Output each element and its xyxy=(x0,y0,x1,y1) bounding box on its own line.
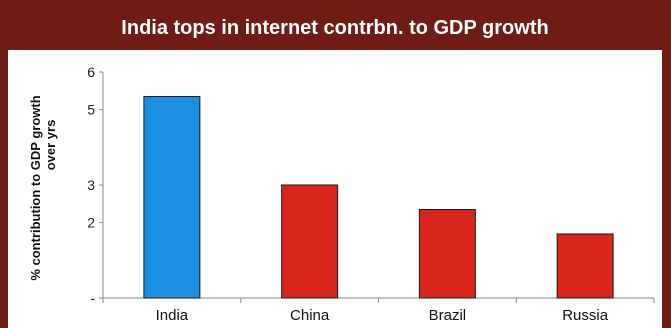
x-tick-label: Russia xyxy=(562,307,609,324)
y-tick-label: 5 xyxy=(87,102,95,118)
chart-title: India tops in internet contrbn. to GDP g… xyxy=(8,8,662,48)
y-tick-label: 2 xyxy=(87,215,95,231)
y-ticks: - 2 3 5 6 xyxy=(87,64,103,306)
y-axis-label-line-1: % contribution to GDP growth xyxy=(28,95,43,280)
y-axis-label: % contribution to GDP growth over yrs xyxy=(28,95,58,280)
bars xyxy=(143,95,614,299)
y-tick-label: - xyxy=(90,290,95,306)
x-tick-label: China xyxy=(290,307,330,324)
bar-china xyxy=(281,184,339,299)
y-tick-label: 6 xyxy=(87,64,95,80)
x-tick-label: Brazil xyxy=(429,307,467,324)
plot-panel: % contribution to GDP growth over yrs - 2… xyxy=(8,50,662,328)
y-tick-label: 3 xyxy=(87,177,95,193)
y-axis-label-line-2: over yrs xyxy=(43,120,58,171)
bar-chart: % contribution to GDP growth over yrs - 2… xyxy=(28,64,655,324)
bar-india xyxy=(143,95,201,299)
x-categories: India China Brazil Russia xyxy=(156,307,609,324)
x-tick-label: India xyxy=(156,307,189,324)
bar-russia xyxy=(556,233,614,299)
bar-brazil xyxy=(418,208,476,299)
